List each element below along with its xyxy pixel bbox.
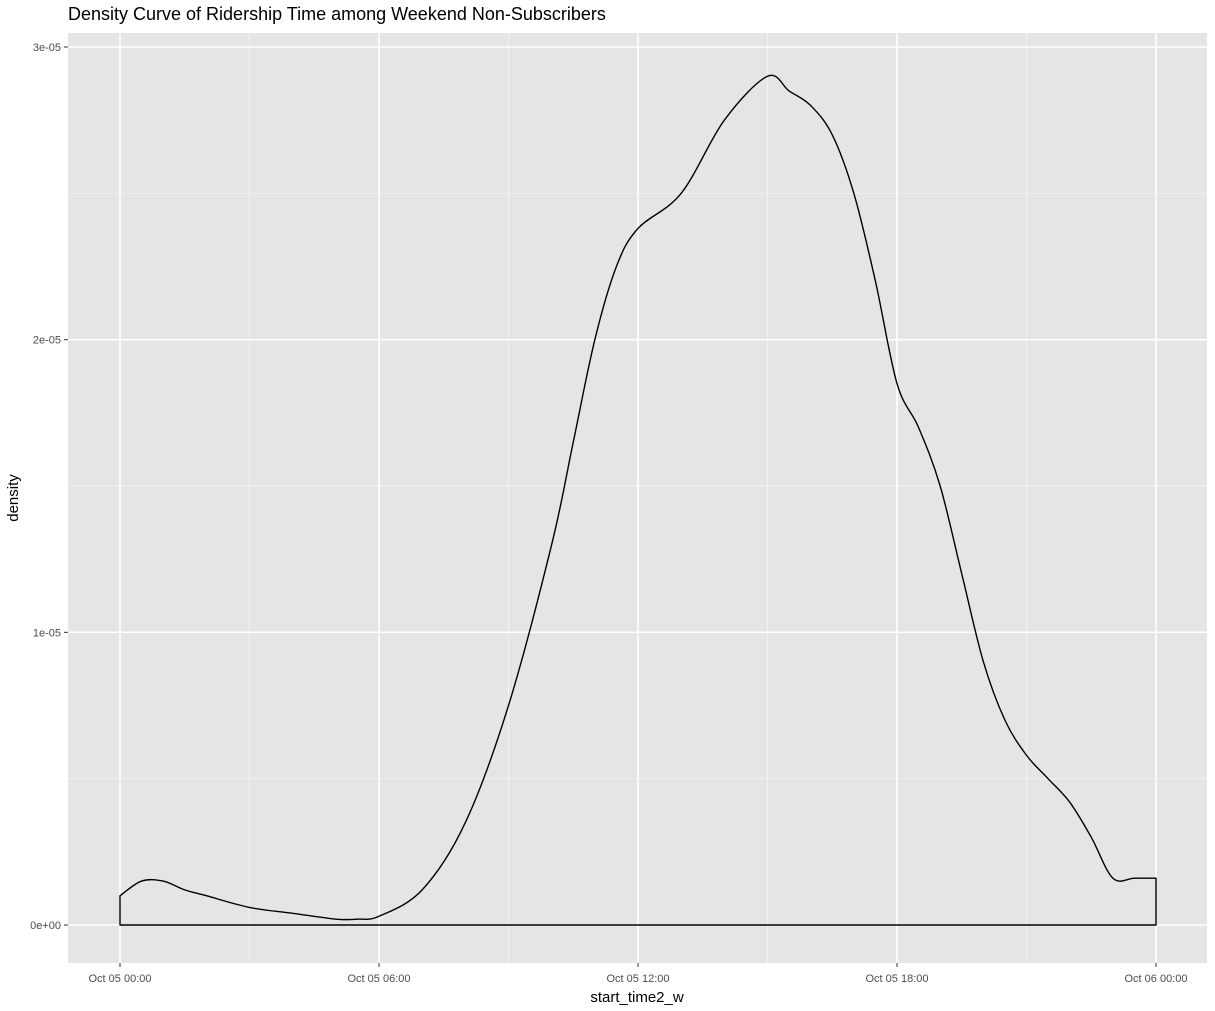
major-gridlines (68, 33, 1207, 963)
x-tick-label: Oct 05 12:00 (607, 973, 670, 985)
x-tick-label: Oct 05 00:00 (89, 973, 152, 985)
x-axis: Oct 05 00:00 Oct 05 06:00 Oct 05 12:00 Oct … (89, 963, 1188, 985)
density-curve (119, 74, 1157, 926)
y-axis: 0e+00 1e-05 2e-05 3e-05 (30, 42, 68, 932)
y-tick-label: 0e+00 (30, 920, 61, 932)
chart-title: Density Curve of Ridership Time among We… (68, 4, 606, 24)
y-tick-label: 1e-05 (33, 627, 61, 639)
x-tick-label: Oct 05 18:00 (866, 973, 929, 985)
y-tick-label: 2e-05 (33, 335, 61, 347)
data-layer (119, 74, 1157, 926)
y-axis-title: density (5, 474, 22, 522)
x-tick-label: Oct 05 06:00 (348, 973, 411, 985)
y-tick-label: 3e-05 (33, 42, 61, 54)
x-tick-label: Oct 06 00:00 (1125, 973, 1188, 985)
x-axis-title: start_time2_w (590, 989, 684, 1006)
